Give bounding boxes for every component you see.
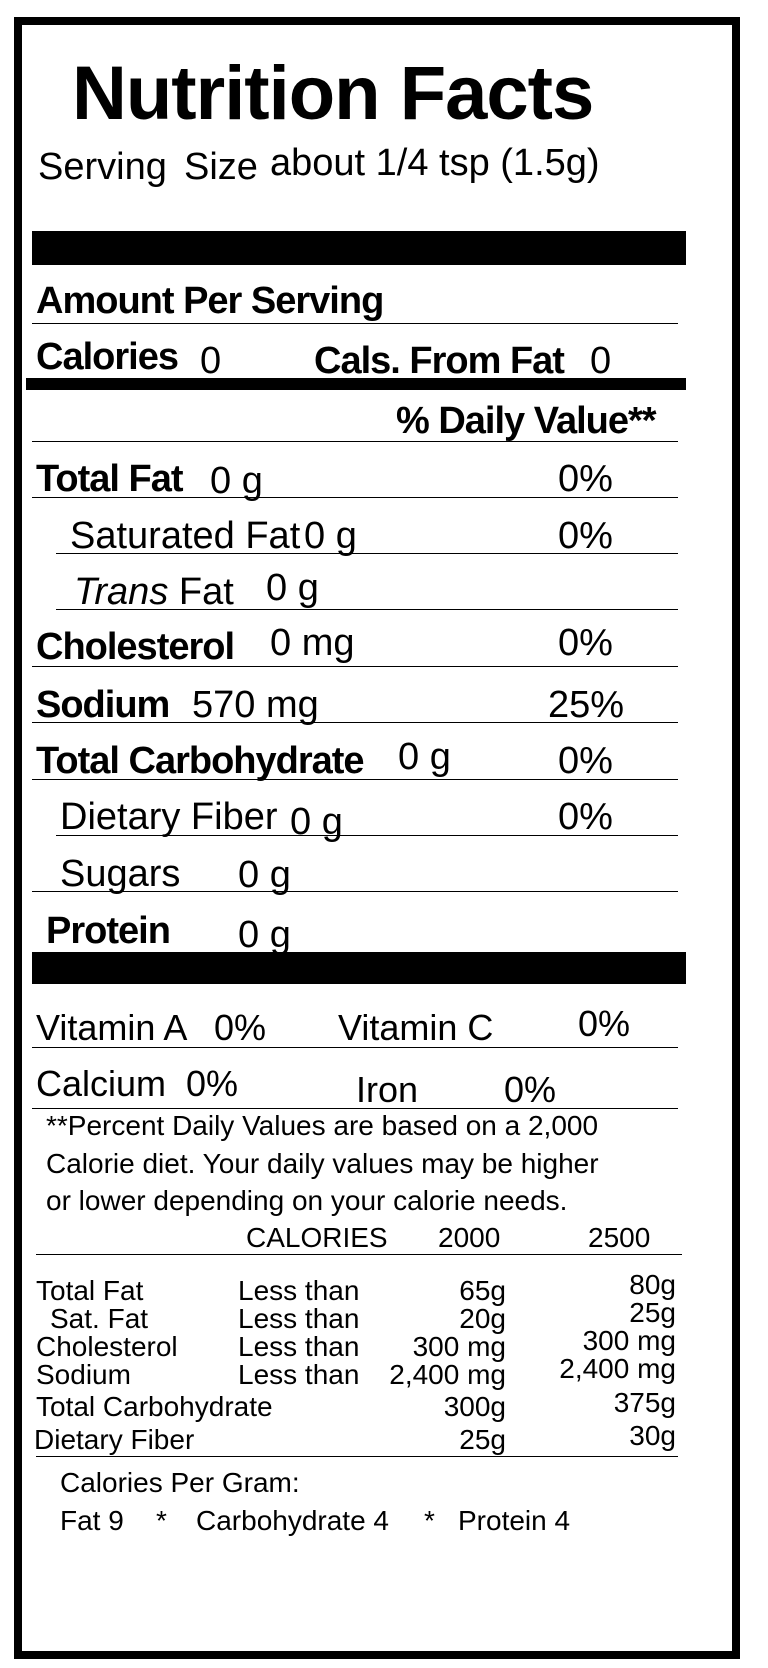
divider <box>32 722 678 723</box>
divider <box>32 323 678 324</box>
nutrient-trans-fat-label: Trans Fat <box>74 573 234 611</box>
footnote-line-2: Calorie diet. Your daily values may be h… <box>46 1148 599 1179</box>
serving-size-value: about 1/4 tsp (1.5g) <box>270 142 600 184</box>
amount-per-serving: Amount Per Serving <box>36 280 384 322</box>
reference-row-label: Total Fat <box>36 1275 144 1306</box>
divider <box>56 553 678 554</box>
calories-per-gram-protein: Protein 4 <box>458 1505 571 1536</box>
reference-row-2000: 2,400 mg <box>389 1359 506 1390</box>
reference-row-label: Sat. Fat <box>50 1303 149 1334</box>
nutrient-total-fat-dv: 0% <box>558 458 613 500</box>
calcium-value: 0% <box>186 1063 239 1104</box>
reference-row-label: Cholesterol <box>36 1331 178 1362</box>
nutrient-total-carbohydrate-label: Total Carbohydrate <box>36 740 365 782</box>
reference-row-label: Sodium <box>36 1359 131 1390</box>
nutrient-dietary-fiber-dv: 0% <box>558 796 613 838</box>
reference-row-2500: 300 mg <box>582 1325 676 1356</box>
nutrient-cholesterol-dv: 0% <box>558 622 613 664</box>
reference-row-label: Dietary Fiber <box>34 1424 195 1455</box>
reference-row-2500: 80g <box>629 1269 676 1300</box>
vitamin-c-value: 0% <box>578 1003 631 1044</box>
reference-row-qualifier: Less than <box>238 1359 360 1390</box>
calcium-label: Calcium <box>36 1063 167 1104</box>
nutrient-sodium-dv: 25% <box>548 684 625 726</box>
divider <box>56 609 678 610</box>
cals-from-fat-value: 0 <box>590 340 612 382</box>
reference-row-label: Total Carbohydrate <box>36 1391 273 1422</box>
thick-bar-top <box>32 231 686 265</box>
nutrient-dietary-fiber-label: Dietary Fiber <box>60 796 278 838</box>
nutrient-protein-amount: 0 g <box>238 914 291 956</box>
divider <box>32 779 678 780</box>
reference-row-2500: 375g <box>613 1387 676 1418</box>
nutrient-sodium-amount: 570 mg <box>192 684 319 726</box>
calories-per-gram-heading: Calories Per Gram: <box>60 1467 300 1498</box>
calories-label: Calories <box>36 336 179 378</box>
vitamin-a-label: Vitamin A <box>36 1007 188 1048</box>
calories-per-gram-fat: Fat 9 <box>60 1505 124 1536</box>
reference-row-2500: 25g <box>629 1297 676 1328</box>
nutrient-saturated-fat-dv: 0% <box>558 515 613 557</box>
nutrient-trans-fat-amount: 0 g <box>266 567 319 609</box>
iron-value: 0% <box>504 1069 557 1110</box>
reference-row-2000: 25g <box>459 1424 506 1455</box>
nutrient-saturated-fat-label: Saturated Fat <box>70 515 301 557</box>
label-title: Nutrition Facts <box>72 51 594 136</box>
thick-bar-bottom <box>32 952 686 984</box>
serving-size-label: Size <box>184 146 258 188</box>
reference-row-2000: 300g <box>443 1391 506 1422</box>
cals-from-fat-label: Cals. From Fat <box>314 340 565 382</box>
nutrient-sugars-amount: 0 g <box>238 854 291 896</box>
trans-italic: Trans <box>74 571 169 613</box>
divider <box>36 1254 682 1255</box>
nutrient-cholesterol-amount: 0 mg <box>270 622 355 664</box>
reference-row-2500: 30g <box>629 1420 676 1451</box>
nutrient-protein-label: Protein <box>46 910 171 952</box>
serving-label: Serving <box>38 146 167 188</box>
reference-row-qualifier: Less than <box>238 1331 360 1362</box>
divider <box>32 441 678 442</box>
divider <box>32 891 678 892</box>
footnote-line-1: **Percent Daily Values are based on a 2,… <box>46 1110 599 1141</box>
nutrient-total-carbohydrate-amount: 0 g <box>398 736 451 778</box>
divider <box>32 1108 678 1109</box>
vitamin-c-label: Vitamin C <box>338 1007 494 1048</box>
iron-label: Iron <box>356 1069 419 1110</box>
nutrition-facts-panel <box>14 17 740 1659</box>
calories-per-gram-carbohydrate: Carbohydrate 4 <box>196 1505 390 1536</box>
reference-col-2000: 2000 <box>438 1222 501 1253</box>
reference-row-2000: 65g <box>459 1275 506 1306</box>
vitamin-a-value: 0% <box>214 1007 267 1048</box>
divider <box>32 1047 678 1048</box>
divider <box>32 497 678 498</box>
trans-fat-word: Fat <box>178 571 234 613</box>
nutrient-sugars-label: Sugars <box>60 853 181 895</box>
nutrient-sodium-label: Sodium <box>36 684 170 726</box>
nutrient-dietary-fiber-amount: 0 g <box>290 801 343 843</box>
separator-asterisk: * <box>424 1505 435 1536</box>
nutrient-cholesterol-label: Cholesterol <box>36 626 235 668</box>
reference-row-qualifier: Less than <box>238 1275 360 1306</box>
reference-row-qualifier: Less than <box>238 1303 360 1334</box>
nutrient-saturated-fat-amount: 0 g <box>304 515 357 557</box>
reference-row-2000: 20g <box>459 1303 506 1334</box>
daily-value-header: % Daily Value** <box>396 400 657 442</box>
divider <box>32 666 678 667</box>
reference-row-2500: 2,400 mg <box>559 1353 676 1384</box>
calories-value: 0 <box>200 340 222 382</box>
divider <box>36 1456 678 1457</box>
nutrient-total-carbohydrate-dv: 0% <box>558 740 613 782</box>
reference-row-2000: 300 mg <box>412 1331 506 1362</box>
reference-calories-header: CALORIES <box>246 1222 388 1253</box>
nutrient-total-fat-label: Total Fat <box>36 458 184 500</box>
separator-asterisk: * <box>156 1505 167 1536</box>
medium-bar <box>26 378 686 390</box>
nutrient-total-fat-amount: 0 g <box>210 460 263 502</box>
footnote-line-3: or lower depending on your calorie needs… <box>46 1185 568 1216</box>
divider <box>56 835 678 836</box>
reference-col-2500: 2500 <box>588 1222 651 1253</box>
